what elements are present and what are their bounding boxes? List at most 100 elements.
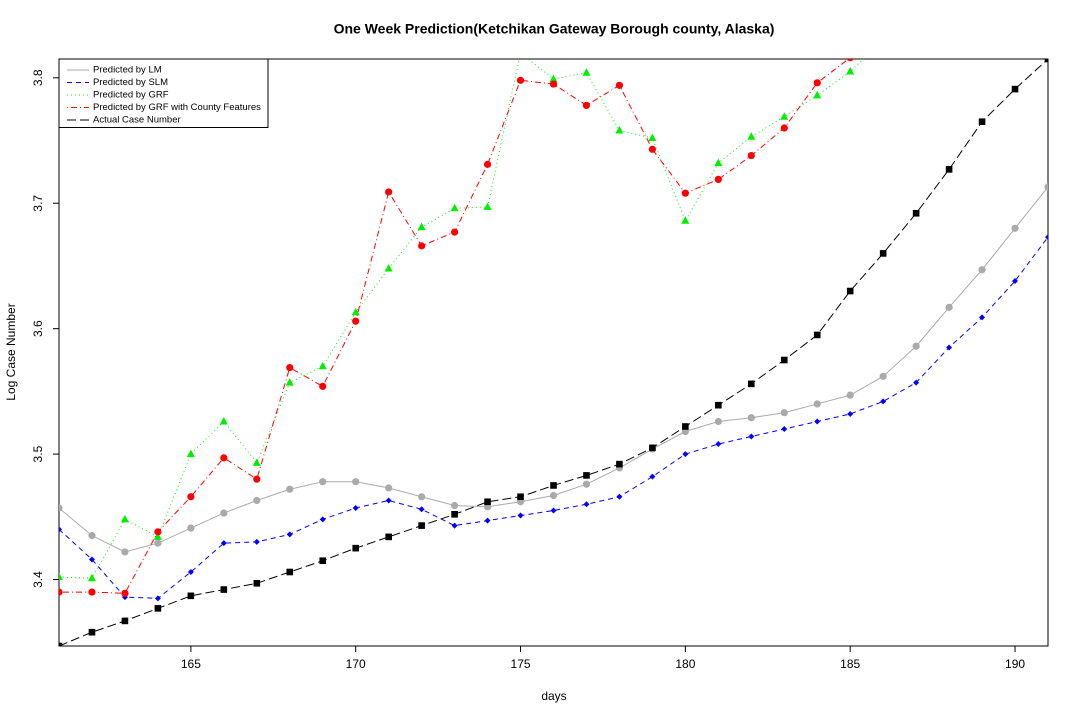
point [813, 331, 821, 339]
point [121, 548, 129, 556]
point [352, 317, 360, 325]
point [154, 528, 162, 536]
point [220, 586, 228, 593]
point [814, 418, 821, 425]
point [681, 189, 689, 197]
point [978, 11, 986, 19]
point [484, 517, 491, 524]
point [483, 202, 492, 211]
point [846, 391, 854, 399]
y-tick-label: 3.5 [31, 445, 45, 462]
point [418, 242, 426, 250]
point [583, 501, 590, 508]
point [286, 531, 293, 538]
point [1045, 234, 1048, 241]
point [748, 433, 755, 440]
chart-title: One Week Prediction(Ketchikan Gateway Bo… [334, 21, 775, 37]
point [451, 501, 459, 510]
point [319, 557, 327, 565]
legend-label: Actual Case Number [93, 115, 181, 126]
point [253, 475, 261, 483]
y-tick-label: 3.7 [31, 195, 45, 212]
x-tick-label: 165 [181, 657, 201, 671]
point [715, 401, 722, 409]
x-tick-label: 180 [675, 657, 695, 671]
point [747, 414, 755, 422]
point [451, 228, 459, 236]
point [253, 579, 261, 587]
point [913, 379, 920, 386]
point [550, 507, 557, 514]
point [1012, 278, 1019, 285]
point [286, 363, 294, 372]
point [879, 372, 887, 380]
point [220, 540, 227, 547]
point [88, 556, 95, 563]
point [549, 491, 558, 500]
point [550, 482, 557, 489]
point [450, 203, 459, 212]
point [615, 125, 624, 134]
legend-box [58, 58, 269, 128]
point [1044, 59, 1048, 63]
point [121, 617, 129, 625]
y-tick-label: 3.6 [31, 320, 45, 337]
point [781, 426, 788, 433]
y-tick-label: 3.8 [31, 69, 45, 86]
point [649, 473, 656, 480]
point [484, 498, 491, 506]
point [912, 23, 920, 31]
point [418, 506, 425, 513]
point [318, 361, 327, 370]
point [946, 344, 953, 351]
point [813, 79, 821, 87]
point [252, 458, 261, 466]
point [120, 514, 129, 523]
point [59, 642, 63, 646]
point [220, 454, 228, 462]
point [945, 303, 953, 311]
plot-area [59, 11, 1048, 646]
point [780, 124, 788, 132]
legend-label: Predicted by GRF [93, 90, 169, 101]
y-tick-label: 3.4 [31, 571, 45, 588]
point [154, 595, 161, 602]
point [385, 533, 392, 541]
point [780, 112, 789, 120]
point [714, 158, 723, 167]
point [813, 90, 822, 99]
point [319, 516, 326, 523]
x-tick-label: 185 [840, 657, 860, 671]
point [715, 441, 722, 448]
point [418, 522, 425, 529]
point [319, 382, 327, 390]
point [517, 48, 525, 56]
point [1044, 183, 1048, 191]
point [220, 509, 228, 517]
point [286, 568, 294, 576]
point [945, 166, 953, 173]
point [88, 588, 96, 596]
legend-label: Predicted by GRF with County Features [93, 102, 261, 113]
x-tick-label: 190 [1005, 657, 1025, 671]
point [351, 307, 360, 316]
plot-frame [58, 58, 1049, 647]
point [1011, 85, 1019, 93]
point [978, 266, 986, 274]
point [186, 449, 195, 458]
point [648, 133, 657, 142]
point [616, 493, 623, 500]
point [285, 378, 294, 386]
point [846, 287, 854, 295]
y-axis-label: Log Case Number [4, 303, 18, 400]
legend-label: Predicted by SLM [93, 77, 168, 88]
point [616, 460, 623, 468]
point [154, 605, 162, 612]
point [714, 417, 722, 426]
point [219, 416, 228, 425]
point [88, 532, 96, 540]
point [352, 505, 359, 512]
point [451, 511, 458, 518]
point [615, 81, 624, 89]
point [187, 493, 195, 501]
